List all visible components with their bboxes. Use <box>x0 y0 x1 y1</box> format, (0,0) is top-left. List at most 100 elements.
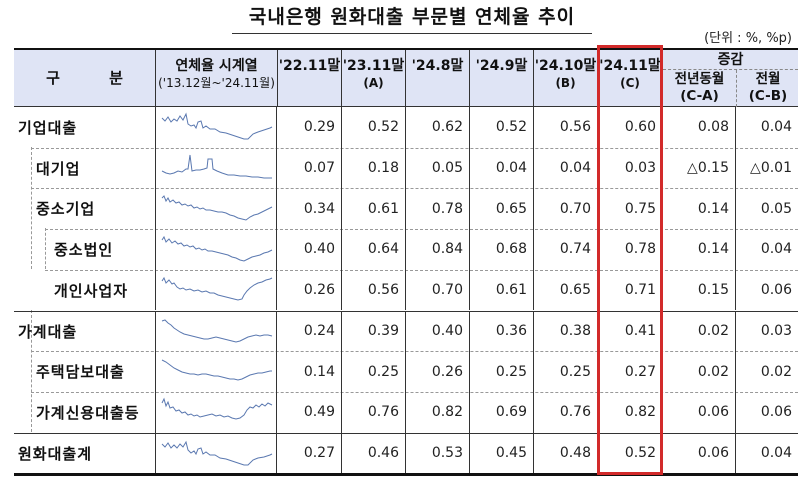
cell-value: 0.52 <box>341 107 405 148</box>
sparkline-chart <box>155 147 277 189</box>
row-label: 중소기업 <box>36 200 96 219</box>
header-change-title: 증감 <box>663 50 798 70</box>
indent-guide <box>45 228 46 269</box>
row-divider <box>31 391 798 393</box>
cell-value: 0.61 <box>341 188 405 230</box>
unit-label: (단위 : %, %p) <box>704 31 792 46</box>
row-label: 주택담보대출 <box>36 363 125 382</box>
cell-value: 0.52 <box>469 107 533 148</box>
row-label: 대기업 <box>36 159 81 178</box>
row-label: 가계신용대출등 <box>36 403 140 422</box>
cell-value: 0.78 <box>597 229 662 270</box>
cell-value: 0.03 <box>597 147 662 189</box>
cell-value: 0.04 <box>735 229 798 270</box>
cell-value: 0.40 <box>303 241 335 258</box>
header-col-sub: (C-A) <box>680 88 719 104</box>
cell-value: 0.05 <box>735 188 798 230</box>
header-col-label: 전년동월 <box>674 71 725 87</box>
cell-value: 0.75 <box>597 188 662 230</box>
header-col-label: '24.10말 <box>534 58 597 74</box>
row-label: 개인사업자 <box>54 281 129 300</box>
page-title: 국내은행 원화대출 부문별 연체율 추이 <box>232 4 592 34</box>
cell-value: 0.06 <box>662 433 735 474</box>
header-col-sub: (B) <box>555 76 576 90</box>
cell-value: 0.04 <box>469 147 533 189</box>
header-sparkline-title: 연체율 시계열 <box>175 58 258 74</box>
header-change-yoy: 전년동월 (C-A) <box>663 70 736 107</box>
cell-value: 0.04 <box>533 147 597 189</box>
cell-value: 0.08 <box>662 107 735 148</box>
table-row: 기업대출 0.29 0.52 0.62 0.52 0.56 0.60 0.08 … <box>14 107 798 148</box>
cell-value: △0.15 <box>662 147 735 189</box>
row-divider <box>45 229 798 231</box>
cell-value: 0.62 <box>405 107 469 148</box>
table-row: 대기업 0.07 0.18 0.05 0.04 0.04 0.03 △0.15 … <box>14 147 798 189</box>
cell-value: 0.68 <box>469 229 533 270</box>
cell-value: 0.25 <box>469 351 533 392</box>
table-row: 중소기업 0.34 0.61 0.78 0.65 0.70 0.75 0.14 … <box>14 188 798 230</box>
row-divider <box>31 351 798 353</box>
header-sparkline-range: ('13.12월~'24.11월) <box>158 76 275 90</box>
header-col-2411: '24.11말 (C) <box>597 50 662 107</box>
sparkline-chart <box>155 311 277 352</box>
table-bottom-border <box>14 473 798 476</box>
cell-value: 0.46 <box>341 433 405 474</box>
cell-value: 0.52 <box>597 433 662 474</box>
cell-value: 0.26 <box>405 351 469 392</box>
cell-value: 0.02 <box>735 351 798 392</box>
cell-value: 0.40 <box>405 311 469 352</box>
cell-value: 0.56 <box>341 269 405 311</box>
sparkline-chart <box>155 351 277 392</box>
cell-value: 0.26 <box>303 282 335 299</box>
table-row: 원화대출계 0.27 0.46 0.53 0.45 0.48 0.52 0.06… <box>14 432 798 474</box>
sparkline-chart <box>155 391 277 433</box>
cell-value: 0.71 <box>597 269 662 311</box>
cell-value: 0.14 <box>662 188 735 230</box>
cell-value: 0.76 <box>341 391 405 433</box>
cell-value: 0.27 <box>597 351 662 392</box>
header-category: 구 분 <box>46 69 145 87</box>
header-col-label: '24.9말 <box>475 58 528 74</box>
cell-value: 0.82 <box>405 391 469 433</box>
cell-value: 0.02 <box>662 311 735 352</box>
table-row: 중소법인 0.40 0.64 0.84 0.68 0.74 0.78 0.14 … <box>14 229 798 270</box>
cell-value: 0.27 <box>303 445 335 462</box>
cell-value: 0.60 <box>597 107 662 148</box>
header-col-2211: '22.11말 <box>277 50 341 107</box>
row-label: 기업대출 <box>18 118 78 137</box>
table-row: 가계신용대출등 0.49 0.76 0.82 0.69 0.76 0.82 0.… <box>14 391 798 433</box>
cell-value: 0.34 <box>303 200 335 217</box>
header-col-2408: '24.8말 <box>405 50 469 107</box>
cell-value: 0.14 <box>662 229 735 270</box>
cell-value: 0.25 <box>533 351 597 392</box>
table-header: 구 분 연체율 시계열 ('13.12월~'24.11월) '22.11말 '2… <box>14 48 798 107</box>
cell-value: 0.49 <box>303 404 335 421</box>
row-label: 중소법인 <box>54 240 114 259</box>
cell-value: 0.74 <box>533 229 597 270</box>
cell-value: 0.04 <box>735 107 798 148</box>
cell-value: 0.82 <box>597 391 662 433</box>
cell-value: 0.06 <box>735 269 798 311</box>
cell-value: 0.64 <box>341 229 405 270</box>
cell-value: 0.14 <box>303 363 335 380</box>
sparkline-chart <box>155 107 277 148</box>
cell-value: 0.48 <box>533 433 597 474</box>
cell-value: 0.06 <box>662 391 735 433</box>
cell-value: 0.65 <box>469 188 533 230</box>
sparkline-chart <box>155 229 277 270</box>
cell-value: 0.24 <box>303 323 335 340</box>
cell-value: 0.70 <box>533 188 597 230</box>
cell-value: 0.38 <box>533 311 597 352</box>
header-col-label: '22.11말 <box>278 58 341 74</box>
sparkline-chart <box>155 433 277 474</box>
header-change-mom: 전월 (C-B) <box>736 70 799 107</box>
header-col-label: '23.11말 <box>342 58 405 74</box>
cell-value: 0.36 <box>469 311 533 352</box>
row-label: 가계대출 <box>18 322 78 341</box>
cell-value: 0.04 <box>735 433 798 474</box>
cell-value: 0.53 <box>405 433 469 474</box>
cell-value: 0.05 <box>405 147 469 189</box>
indent-guide <box>31 310 32 432</box>
cell-value: 0.25 <box>341 351 405 392</box>
header-sparkline: 연체율 시계열 ('13.12월~'24.11월) <box>155 50 277 107</box>
